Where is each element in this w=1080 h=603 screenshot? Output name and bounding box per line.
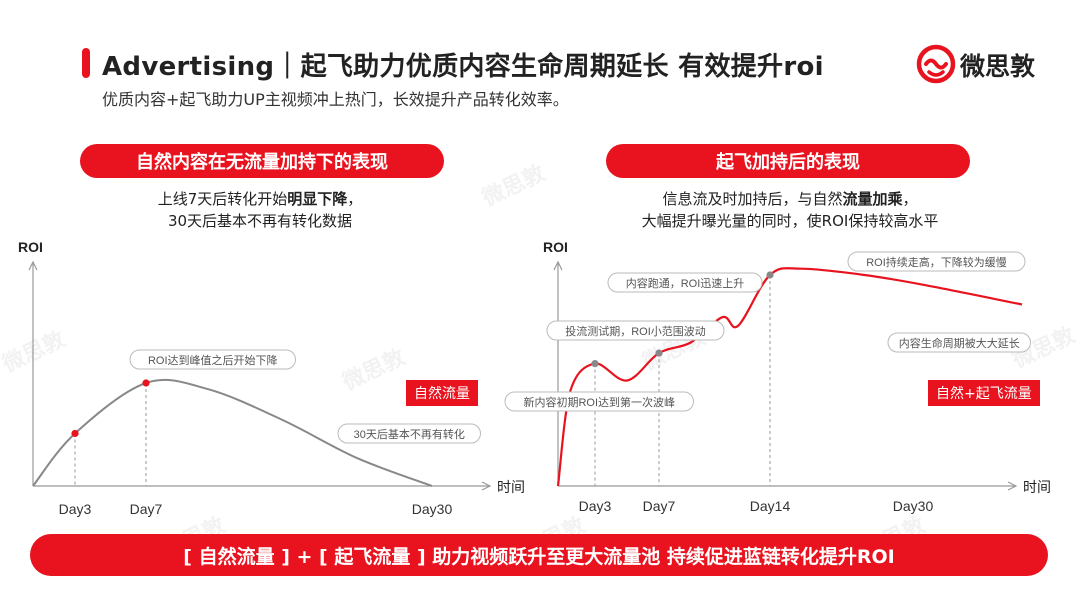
- tick-label: Day7: [130, 501, 163, 517]
- tick-label: Day3: [579, 498, 612, 514]
- left-desc-punct: ，: [347, 190, 363, 208]
- annotation-callout-box: [847, 251, 1026, 272]
- annotation-callout-box: [607, 272, 763, 293]
- right-desc-punct: ，: [902, 190, 918, 208]
- left-panel-title: 自然内容在无流量加持下的表现: [80, 144, 444, 178]
- left-panel-description: 上线7天后转化开始明显下降， 30天后基本不再有转化数据: [110, 188, 410, 232]
- annotation-callout-box: [887, 332, 1031, 353]
- y-axis-arrow-icon: [553, 260, 563, 271]
- annotation-callout-text: 30天后基本不再有转化: [354, 427, 465, 441]
- page-title: Advertising｜起飞助力优质内容生命周期延长 有效提升roi: [102, 52, 824, 82]
- bottom-banner: [ 自然流量 ] + [ 起飞流量 ] 助力视频跃升至更大流量池 持续促进蓝链转…: [30, 534, 1048, 576]
- right-panel-description: 信息流及时加持后，与自然流量加乘， 大幅提升曝光量的同时，使ROI保持较高水平: [600, 188, 980, 232]
- annotation-callout-box: [504, 391, 694, 412]
- x-axis-label: 时间: [497, 479, 525, 495]
- right-desc-text: 信息流及时加持后，与自然: [662, 190, 843, 208]
- right-series-tag: 自然+起飞流量: [928, 380, 1040, 406]
- title-accent-bar: [82, 48, 90, 78]
- x-axis-arrow-icon: [481, 481, 492, 491]
- left-desc-line2: 30天后基本不再有转化数据: [167, 212, 353, 230]
- annotation-callout: 内容生命周期被大大延长: [887, 332, 1031, 353]
- tick-label: Day30: [893, 498, 934, 514]
- x-axis-arrow-icon: [1007, 481, 1018, 491]
- series-line: [556, 267, 1023, 487]
- annotation-callout-box: [546, 320, 725, 341]
- annotation-callout: 30天后基本不再有转化: [337, 423, 481, 444]
- tick-label: Day30: [412, 501, 453, 517]
- right-panel-title: 起飞加持后的表现: [606, 144, 970, 178]
- y-axis-label: ROI: [543, 239, 568, 255]
- data-point: [591, 360, 599, 368]
- annotation-callout-text: ROI持续走高，下降较为缓慢: [866, 255, 1007, 269]
- right-desc-line2: 大幅提升曝光量的同时，使ROI保持较高水平: [641, 212, 939, 230]
- annotation-callout-box: [337, 423, 481, 444]
- logo-icon: [916, 44, 956, 84]
- annotation-callout: ROI达到峰值之后开始下降: [129, 349, 296, 370]
- data-point: [142, 379, 150, 387]
- tick-label: Day14: [750, 498, 791, 514]
- data-point: [766, 271, 774, 279]
- annotation-callout: 新内容初期ROI达到第一次波峰: [504, 391, 694, 412]
- annotation-callout-text: 投流测试期，ROI小范围波动: [565, 324, 706, 338]
- y-axis-arrow-icon: [28, 260, 38, 271]
- annotation-callout-text: 内容生命周期被大大延长: [899, 336, 1020, 350]
- y-axis-label: ROI: [18, 239, 43, 255]
- left-desc-highlight: 明显下降: [287, 190, 348, 208]
- annotation-callout-text: 内容跑通，ROI迅速上升: [626, 276, 745, 290]
- left-desc-text: 上线7天后转化开始: [157, 190, 288, 208]
- annotation-callout-box: [129, 349, 296, 370]
- left-series-tag: 自然流量: [406, 380, 478, 406]
- data-point: [71, 429, 79, 438]
- annotation-callout: ROI持续走高，下降较为缓慢: [847, 251, 1026, 272]
- tick-label: Day3: [59, 501, 92, 517]
- annotation-callout-text: 新内容初期ROI达到第一次波峰: [523, 395, 675, 409]
- annotation-callout: 投流测试期，ROI小范围波动: [546, 320, 725, 341]
- tick-label: Day7: [643, 498, 676, 514]
- annotation-callout-text: ROI达到峰值之后开始下降: [148, 353, 278, 367]
- logo-text: 微思敦: [960, 52, 1036, 81]
- data-point: [655, 349, 663, 357]
- x-axis-label: 时间: [1023, 479, 1051, 495]
- page-subtitle: 优质内容+起飞助力UP主视频冲上热门，长效提升产品转化效率。: [102, 90, 569, 109]
- right-desc-highlight: 流量加乘: [842, 190, 903, 208]
- annotation-callout: 内容跑通，ROI迅速上升: [607, 272, 763, 293]
